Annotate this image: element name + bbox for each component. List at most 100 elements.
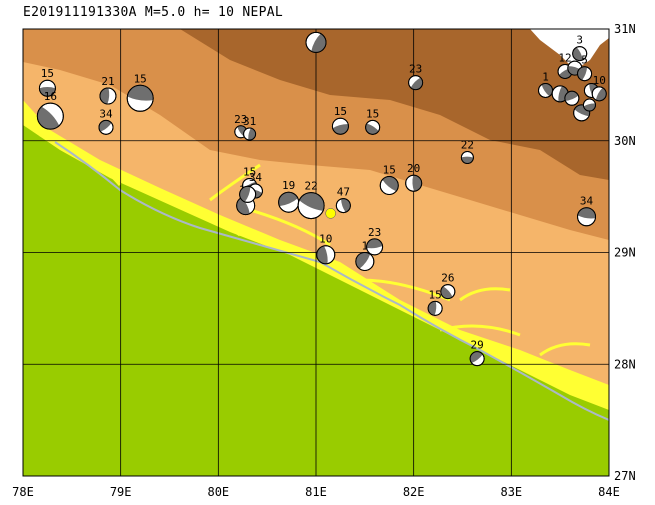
beachball-compression	[428, 301, 437, 316]
beachball-compression	[311, 33, 326, 53]
focal-mechanism: 15	[126, 72, 154, 112]
beachball-rim	[460, 151, 474, 165]
beachball-compression	[341, 198, 351, 213]
event-depth-label: 5	[581, 54, 588, 67]
x-tick-label: 82E	[403, 485, 425, 499]
beachball-compression	[365, 123, 379, 135]
beachball-compression	[37, 106, 60, 130]
focal-mechanism: 19	[278, 179, 300, 213]
x-tick-label: 81E	[305, 485, 327, 499]
focal-mechanism: 20	[405, 162, 423, 192]
y-tick-label: 30N	[614, 134, 636, 148]
beachball-compression	[583, 103, 596, 111]
beachball-compression	[316, 245, 328, 264]
beachball-rim	[297, 192, 325, 220]
beachball-rim	[38, 79, 56, 97]
high-mountains	[180, 29, 609, 180]
beachball-rim	[440, 284, 456, 300]
event-depth-label: 29	[471, 339, 484, 352]
focal-mechanism	[239, 185, 257, 203]
y-tick-label: 27N	[614, 469, 636, 483]
beachball-compression	[564, 91, 579, 101]
focal-mechanism: 23	[408, 63, 424, 91]
beachball-compression	[355, 252, 371, 269]
focal-mechanism: 15	[379, 163, 399, 195]
event-depth-label: 23	[234, 113, 247, 126]
event-depth-label: 23	[409, 63, 422, 76]
beachball-rim	[469, 351, 485, 367]
focal-mechanism: 10	[591, 74, 607, 102]
focal-mechanism: 16	[36, 90, 64, 130]
beachball-compression	[239, 186, 251, 202]
x-tick-label: 83E	[500, 485, 522, 499]
focal-mechanism: 5	[577, 54, 593, 82]
beachball-rim	[577, 207, 597, 227]
beachball-compression	[99, 88, 110, 105]
beachball-rim	[239, 185, 257, 203]
beachball-compression	[39, 87, 56, 97]
focal-mechanism: 15	[331, 105, 349, 135]
x-tick-label: 79E	[110, 485, 132, 499]
beachball-rim	[99, 87, 117, 105]
beachball-rim	[331, 117, 349, 135]
events-layer: 1516213415233115341519224711515101231520…	[36, 19, 607, 367]
focal-mechanism: 31	[243, 115, 256, 141]
focal-mechanism: 34	[577, 195, 597, 227]
beachball-rim	[427, 300, 443, 316]
beachball-compression	[440, 286, 453, 299]
beachball-compression	[470, 351, 483, 363]
event-depth-label: 15	[383, 163, 396, 176]
focal-mechanism: 15	[38, 67, 56, 97]
beachball-compression	[412, 175, 422, 192]
event-depth-label: 20	[407, 162, 420, 175]
beachball-rim	[355, 251, 375, 271]
focal-mechanism: 29	[469, 339, 485, 367]
beachball-rim	[573, 104, 591, 122]
beachball-compression	[248, 128, 256, 141]
event-depth-label: 15	[334, 105, 347, 118]
x-tick-label: 80E	[207, 485, 229, 499]
beachball-compression	[236, 197, 250, 215]
beachball-compression	[461, 156, 474, 164]
event-depth-label: 3	[576, 34, 583, 47]
beachball-rim	[36, 102, 64, 130]
focal-mechanism: 1	[355, 239, 375, 271]
beachball-rim	[408, 75, 424, 91]
beachball-rim	[98, 119, 114, 135]
map-title: E201911191330A M=5.0 h= 10 NEPAL	[23, 5, 284, 20]
river	[54, 141, 609, 421]
x-tick-label: 78E	[12, 485, 34, 499]
event-depth-label: 22	[461, 139, 474, 152]
event-depth-label: 23	[368, 226, 381, 239]
beachball-compression	[99, 120, 112, 132]
event-depth-label: 15	[429, 288, 442, 301]
focal-mechanism: 47	[335, 186, 351, 214]
event-depth-label: 15	[366, 107, 379, 120]
beachball-rim	[366, 238, 384, 256]
event-depth-label: 1	[313, 19, 320, 32]
beachball-rim	[572, 46, 588, 62]
focal-mechanism: 22	[460, 139, 474, 165]
beachball-rim	[591, 86, 607, 102]
beachball-rim	[316, 245, 336, 265]
event-depth-label: 21	[101, 75, 114, 88]
focal-mechanism	[582, 98, 596, 112]
beachball-rim	[564, 90, 580, 106]
beachball-compression	[127, 85, 154, 101]
beachball-compression	[382, 176, 399, 192]
y-axis: 31N 30N 29N 28N 27N	[614, 22, 636, 483]
beachball-compression	[332, 124, 349, 135]
event-depth-label: 15	[243, 165, 256, 178]
event-depth-label: 15	[41, 67, 54, 80]
beachball-rim	[126, 84, 154, 112]
focal-mechanism: 23	[366, 226, 384, 256]
event-depth-label: 22	[304, 180, 317, 193]
beachball-rim	[379, 175, 399, 195]
y-tick-label: 29N	[614, 246, 636, 260]
event-depth-label: 26	[441, 272, 454, 285]
event-depth-label: 19	[282, 179, 295, 192]
focal-mechanism: 15	[427, 288, 443, 316]
beachball-compression	[299, 192, 325, 211]
beachball-compression	[577, 207, 596, 219]
